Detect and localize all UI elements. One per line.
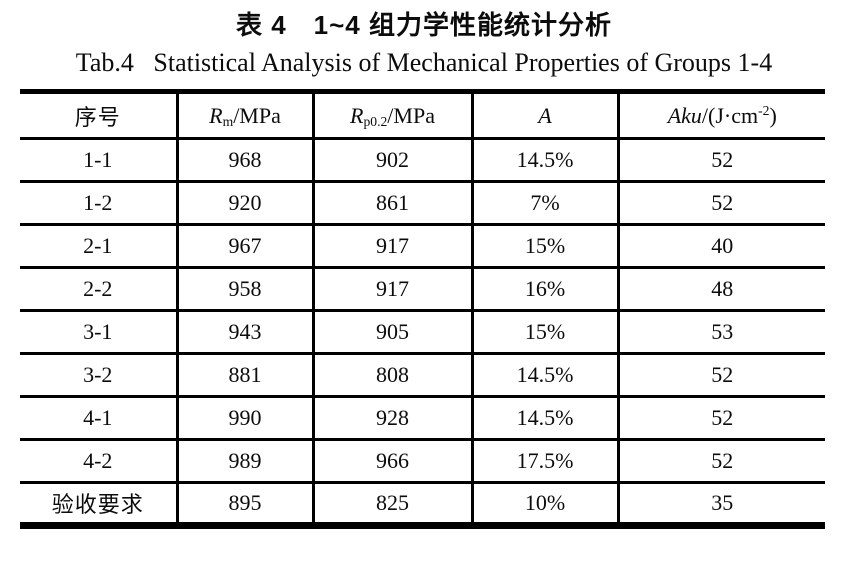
- table-row: 3-1 943 905 15% 53: [20, 309, 825, 355]
- cell-serial: 验收要求: [20, 481, 179, 527]
- cell-rp02: 917: [311, 266, 474, 312]
- cell-rm: 989: [175, 438, 315, 484]
- table-row-acceptance: 验收要求 895 825 10% 35: [20, 481, 825, 527]
- cell-serial: 1-1: [20, 137, 179, 183]
- cell-aku: 52: [616, 395, 825, 441]
- cell-rm: 881: [175, 352, 315, 398]
- cell-rp02: 966: [311, 438, 474, 484]
- rp02-subscript: p0.2: [363, 113, 388, 129]
- cell-elongation: 16%: [470, 266, 620, 312]
- aku-exponent: -2: [758, 103, 770, 118]
- cell-aku: 52: [616, 438, 825, 484]
- cell-elongation: 15%: [470, 309, 620, 355]
- table-row: 2-2 958 917 16% 48: [20, 266, 825, 312]
- elongation-symbol: A: [538, 102, 552, 128]
- table-row: 1-2 920 861 7% 52: [20, 180, 825, 226]
- cell-aku: 48: [616, 266, 825, 312]
- cell-rp02: 861: [311, 180, 474, 226]
- cell-rp02: 825: [311, 481, 474, 527]
- cell-elongation: 7%: [470, 180, 620, 226]
- col-header-elongation: A: [470, 90, 620, 140]
- aku-unit-pre: /(J·cm: [701, 102, 759, 128]
- cell-elongation: 15%: [470, 223, 620, 269]
- cell-rm: 895: [175, 481, 315, 527]
- cell-aku: 35: [616, 481, 825, 527]
- cell-serial: 2-1: [20, 223, 179, 269]
- mechanical-properties-table: 序号 Rm/MPa Rp0.2/MPa A Aku/(J·cm-2) 1-1 9…: [20, 89, 825, 529]
- col-header-rp02: Rp0.2/MPa: [311, 90, 474, 140]
- cell-serial: 2-2: [20, 266, 179, 312]
- rm-symbol: R: [209, 102, 223, 128]
- cell-aku: 52: [616, 137, 825, 183]
- cell-aku: 40: [616, 223, 825, 269]
- cell-rp02: 808: [311, 352, 474, 398]
- cell-rp02: 917: [311, 223, 474, 269]
- cell-serial: 4-2: [20, 438, 179, 484]
- cell-serial: 3-2: [20, 352, 179, 398]
- aku-unit-post: ): [769, 102, 777, 128]
- cell-serial: 1-2: [20, 180, 179, 226]
- rp02-unit: /MPa: [387, 102, 435, 128]
- cell-rp02: 928: [311, 395, 474, 441]
- cell-serial: 3-1: [20, 309, 179, 355]
- cell-elongation: 14.5%: [470, 137, 620, 183]
- cell-rp02: 902: [311, 137, 474, 183]
- table-row: 2-1 967 917 15% 40: [20, 223, 825, 269]
- col-header-aku: Aku/(J·cm-2): [616, 90, 825, 140]
- cell-elongation: 10%: [470, 481, 620, 527]
- cell-aku: 52: [616, 180, 825, 226]
- col-header-rm: Rm/MPa: [175, 90, 315, 140]
- table-caption-zh: 表 4 1~4 组力学性能统计分析: [235, 10, 612, 40]
- rm-subscript: m: [222, 113, 234, 129]
- col-header-serial: 序号: [20, 90, 179, 140]
- table-row: 4-2 989 966 17.5% 52: [20, 438, 825, 484]
- table-row: 3-2 881 808 14.5% 52: [20, 352, 825, 398]
- cell-rm: 958: [175, 266, 315, 312]
- table-header-row: 序号 Rm/MPa Rp0.2/MPa A Aku/(J·cm-2): [20, 90, 825, 140]
- cell-elongation: 14.5%: [470, 395, 620, 441]
- cell-serial: 4-1: [20, 395, 179, 441]
- rp02-symbol: R: [350, 102, 364, 128]
- table-row: 4-1 990 928 14.5% 52: [20, 395, 825, 441]
- cell-rm: 968: [175, 137, 315, 183]
- cell-rm: 967: [175, 223, 315, 269]
- aku-symbol: Aku: [667, 102, 702, 128]
- cell-rp02: 905: [311, 309, 474, 355]
- table-row: 1-1 968 902 14.5% 52: [20, 137, 825, 183]
- cell-elongation: 17.5%: [470, 438, 620, 484]
- rm-unit: /MPa: [233, 102, 281, 128]
- cell-elongation: 14.5%: [470, 352, 620, 398]
- cell-aku: 53: [616, 309, 825, 355]
- cell-rm: 920: [175, 180, 315, 226]
- cell-rm: 990: [175, 395, 315, 441]
- cell-aku: 52: [616, 352, 825, 398]
- table-caption-en: Tab.4 Statistical Analysis of Mechanical…: [75, 48, 773, 77]
- cell-rm: 943: [175, 309, 315, 355]
